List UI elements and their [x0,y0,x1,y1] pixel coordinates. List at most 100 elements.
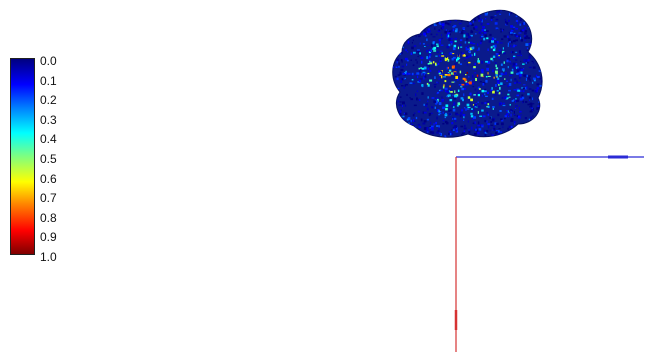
point-speckle [417,75,419,79]
point-speckle [478,47,480,51]
point-speckle [504,140,507,142]
point-speckle [512,62,516,66]
point-speckle [524,27,527,30]
point-speckle [510,44,512,48]
point-speckle [407,40,410,44]
point-speckle [434,138,436,140]
point-speckle [532,115,534,118]
point-speckle [500,63,503,66]
point-speckle [440,133,442,135]
point-speckle [444,113,448,117]
point-speckle [439,10,442,12]
point-speckle [521,96,525,100]
point-speckle [542,140,545,143]
point-speckle [526,74,528,78]
point-speckle [405,84,408,86]
point-speckle [433,83,437,86]
point-speckle [418,126,422,128]
point-speckle [474,33,477,35]
point-speckle [503,52,506,55]
point-speckle [468,61,471,64]
point-speckle [439,113,442,115]
point-speckle [484,119,487,123]
point-speckle [513,32,516,34]
point-speckle [433,137,437,138]
point-speckle [429,60,432,63]
point-speckle [400,28,403,31]
point-speckle [536,87,540,90]
point-speckle [516,69,520,73]
point-speckle [437,82,439,84]
point-speckle [453,140,455,142]
point-speckle [421,92,424,95]
point-speckle [459,70,462,74]
point-speckle [394,14,397,16]
point-speckle [458,11,460,13]
point-speckle [491,134,495,138]
point-speckle [451,122,454,125]
point-speckle [517,66,519,69]
point-speckle [508,89,511,92]
point-speckle [477,43,479,47]
point-speckle [482,115,486,118]
point-speckle [400,140,402,143]
point-speckle [444,80,447,83]
point-speckle [463,130,466,133]
point-speckle [511,138,512,139]
point-speckle [535,15,537,18]
point-speckle [509,33,512,35]
point-speckle [544,58,547,61]
point-speckle [438,38,441,42]
point-speckle [546,18,549,21]
point-speckle [440,23,442,25]
point-speckle [438,102,442,105]
point-speckle [395,33,398,35]
point-speckle [475,105,478,107]
point-speckle [421,72,423,76]
point-speckle [427,67,429,70]
point-speckle [426,64,429,66]
point-speckle [401,65,405,68]
point-speckle [427,44,429,46]
point-speckle [539,126,542,130]
point-speckle [453,24,457,27]
point-speckle [539,48,542,50]
point-speckle [426,107,429,111]
point-speckle [517,71,521,74]
point-speckle [458,22,462,25]
point-speckle [515,105,518,107]
point-speckle [480,138,482,140]
point-speckle [506,97,509,99]
point-speckle [499,13,502,15]
point-speckle [486,23,490,25]
point-speckle [398,62,400,66]
point-speckle [462,132,465,134]
point-speckle [455,68,457,71]
point-speckle [411,17,415,20]
point-speckle [520,114,522,116]
point-speckle [544,113,546,115]
point-speckle [427,100,429,102]
point-speckle [481,34,484,36]
point-speckle [447,22,450,25]
point-speckle [499,131,503,133]
colorbar-gradient [10,58,35,255]
point-speckle [529,102,533,106]
point-speckle [442,85,445,89]
point-speckle [515,15,518,18]
point-speckle [444,57,446,60]
point-speckle [422,43,425,45]
colorbar-tick-label: 0.1 [40,74,57,88]
point-speckle [513,26,516,28]
point-speckle [411,46,414,50]
point-speckle [539,10,541,12]
point-speckle [531,89,534,92]
point-speckle [430,33,433,36]
point-speckle [441,18,444,21]
point-speckle [530,109,534,111]
point-speckle [525,59,528,62]
point-speckle [413,45,417,47]
point-speckle [465,74,467,76]
point-speckle [538,54,542,58]
